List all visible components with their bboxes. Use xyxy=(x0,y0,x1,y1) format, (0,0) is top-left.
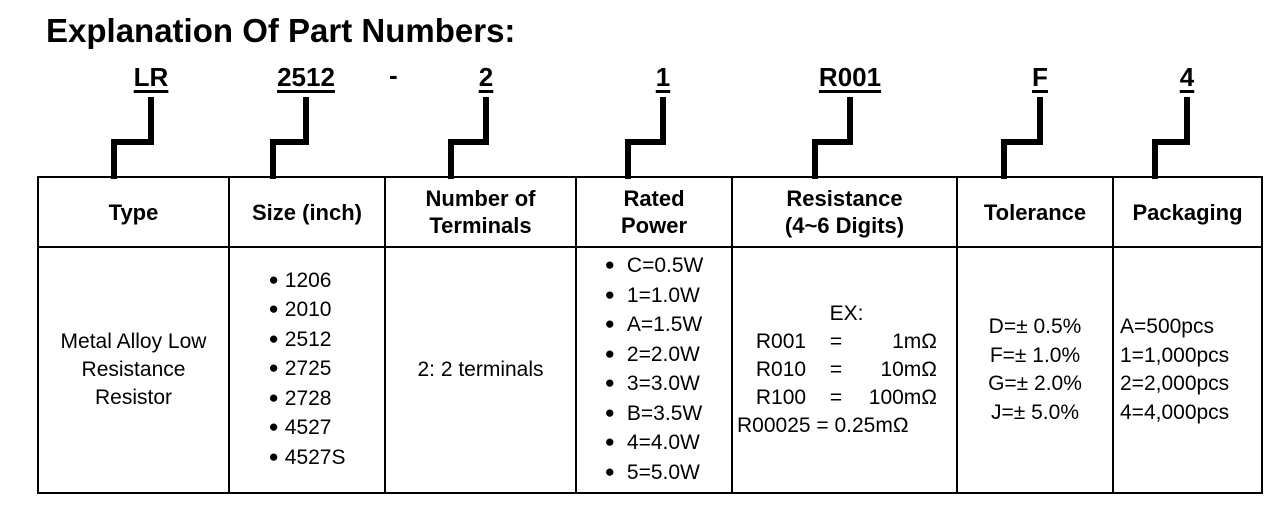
code-size: 2512 xyxy=(277,62,335,92)
cell-packaging: A=500pcs 1=1,000pcs 2=2,000pcs 4=4,000pc… xyxy=(1112,246,1263,494)
connector-type xyxy=(111,97,154,179)
connector-packaging xyxy=(1152,97,1190,179)
header-size: Size (inch) xyxy=(228,176,386,248)
code-separator: - xyxy=(389,60,398,90)
list-item: 2010 xyxy=(268,296,345,326)
cell-resistance: EX: R001 = 1mΩ R010 = 10mΩ R100 = 100mΩ … xyxy=(731,246,958,494)
list-item: 2728 xyxy=(268,385,345,415)
header-terminals: Number of Terminals xyxy=(384,176,577,248)
cell-power: C=0.5W 1=1.0W A=1.5W 2=2.0W 3=3.0W B=3.5… xyxy=(575,246,733,494)
connector-power xyxy=(625,97,666,179)
list-item: 2512 xyxy=(268,326,345,356)
list-item: 4527S xyxy=(268,444,346,474)
code-packaging: 4 xyxy=(1179,62,1195,92)
list-item: 3=3.0W xyxy=(605,370,704,400)
list-item: A=1.5W xyxy=(605,311,704,341)
cell-type: Metal Alloy Low Resistance Resistor xyxy=(37,246,230,494)
list-item: 1206 xyxy=(268,267,345,297)
code-tolerance: F xyxy=(1032,62,1048,92)
page-title: Explanation Of Part Numbers: xyxy=(46,12,516,49)
header-power: Rated Power xyxy=(575,176,733,248)
size-list: 1206 2010 2512 2725 2728 4527 4527S xyxy=(268,267,346,474)
resistance-row: R100 = 100mΩ xyxy=(755,386,937,409)
header-resistance: Resistance (4~6 Digits) xyxy=(731,176,958,248)
list-item: 2725 xyxy=(268,355,345,385)
cell-tolerance: D=± 0.5% F=± 1.0% G=± 2.0% J=± 5.0% xyxy=(956,246,1114,494)
list-item: B=3.5W xyxy=(605,400,704,430)
resistance-row: R001 = 1mΩ xyxy=(755,330,937,353)
resistance-row: R010 = 10mΩ xyxy=(755,358,937,381)
code-power: 1 xyxy=(655,62,671,92)
list-item: C=0.5W xyxy=(605,252,703,282)
resistance-example-label: EX: xyxy=(829,302,864,325)
list-item: 1=1.0W xyxy=(605,282,704,312)
power-list: C=0.5W 1=1.0W A=1.5W 2=2.0W 3=3.0W B=3.5… xyxy=(605,252,704,489)
cell-size: 1206 2010 2512 2725 2728 4527 4527S xyxy=(228,246,386,494)
part-number-table: Type Size (inch) Number of Terminals Rat… xyxy=(37,176,1263,494)
code-type: LR xyxy=(133,62,169,92)
code-terminals: 2 xyxy=(478,62,494,92)
table-body-row: Metal Alloy Low Resistance Resistor 1206… xyxy=(37,246,1263,494)
table-header-row: Type Size (inch) Number of Terminals Rat… xyxy=(37,176,1263,248)
code-resistance: R001 xyxy=(818,62,882,92)
list-item: 4527 xyxy=(268,414,345,444)
connector-resistance xyxy=(812,97,853,179)
connector-terminals xyxy=(448,97,489,179)
header-tolerance: Tolerance xyxy=(956,176,1114,248)
cell-terminals: 2: 2 terminals xyxy=(384,246,577,494)
list-item: 5=5.0W xyxy=(605,459,704,489)
header-packaging: Packaging xyxy=(1112,176,1263,248)
list-item: 4=4.0W xyxy=(605,429,704,459)
connector-size xyxy=(270,97,309,179)
resistance-row-last: R00025 = 0.25mΩ xyxy=(737,414,909,437)
list-item: 2=2.0W xyxy=(605,341,704,371)
connector-tolerance xyxy=(1001,97,1043,179)
header-type: Type xyxy=(37,176,230,248)
